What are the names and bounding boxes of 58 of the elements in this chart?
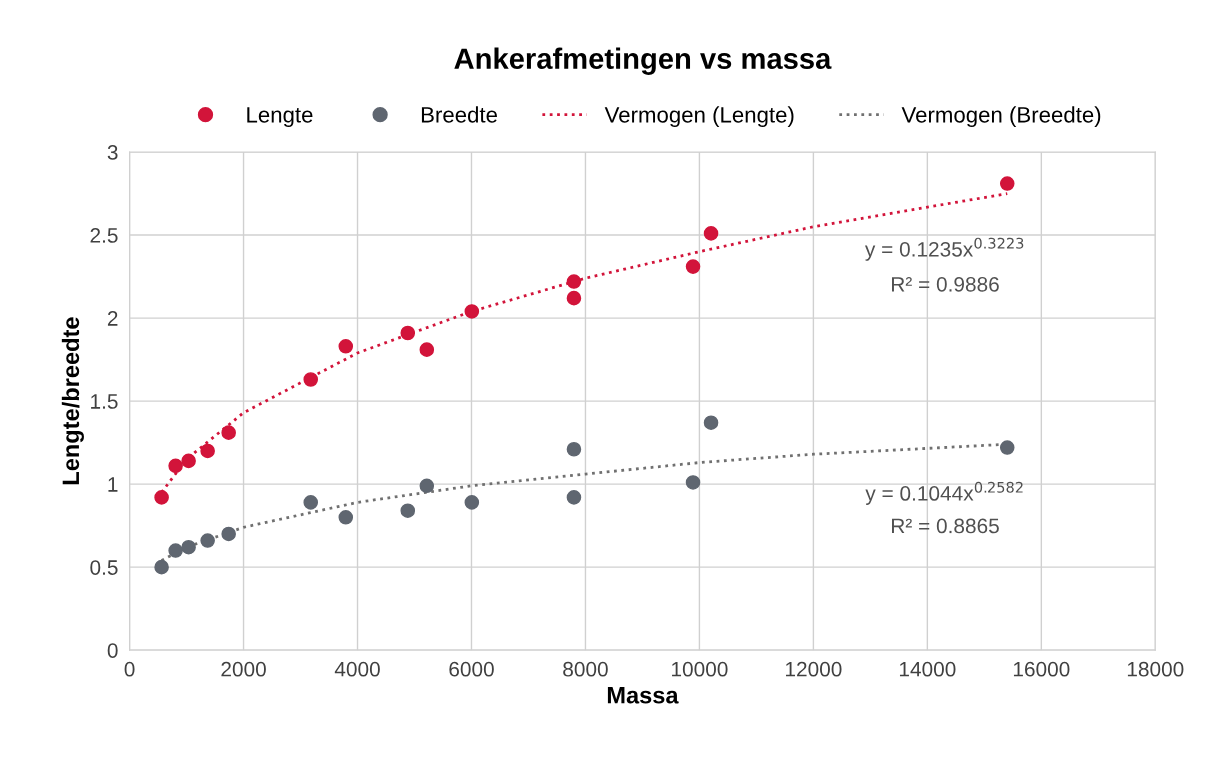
point xyxy=(154,559,169,575)
point xyxy=(338,339,354,354)
x-tick-label: 14000 xyxy=(899,661,956,677)
x-axis-title: Massa xyxy=(607,687,679,704)
point xyxy=(303,495,319,510)
y-axis-title: Lengte/breedte xyxy=(61,317,84,485)
point xyxy=(419,478,435,494)
y-tick-label: 2.5 xyxy=(90,228,118,243)
point xyxy=(419,342,435,357)
point xyxy=(685,475,701,490)
point xyxy=(200,533,215,548)
legend-label: Lengte xyxy=(247,107,313,128)
y-tick-label: 1 xyxy=(108,477,118,492)
point xyxy=(221,425,236,440)
point xyxy=(464,304,480,319)
annotation: R² = 0.9886 xyxy=(892,276,999,292)
x-tick-label: 18000 xyxy=(1127,661,1184,677)
point xyxy=(464,495,480,510)
point xyxy=(400,503,416,518)
point xyxy=(400,325,416,341)
point xyxy=(566,290,582,306)
legend-label: Vermogen (Breedte) xyxy=(901,106,1101,128)
point xyxy=(168,458,183,474)
x-tick-label: 2000 xyxy=(221,661,266,677)
point xyxy=(200,443,215,459)
x-tick-label: 10000 xyxy=(672,661,728,677)
point xyxy=(999,176,1015,191)
annotation: y = 0.1044x$^{0.2582}$ xyxy=(865,481,1023,505)
x-tick-label: 4000 xyxy=(334,661,380,677)
y-tick-label: 0 xyxy=(107,643,118,658)
point xyxy=(566,274,582,289)
x-tick-label: 16000 xyxy=(1013,661,1070,677)
legend-label: Vermogen (Lengte) xyxy=(604,106,794,128)
point xyxy=(703,415,719,430)
point xyxy=(703,226,719,241)
chart-title: Ankerafmetingen vs massa xyxy=(454,47,832,75)
x-tick-label: 6000 xyxy=(449,661,494,677)
point xyxy=(999,440,1015,455)
y-tick-label: 3 xyxy=(107,145,118,160)
y-tick-label: 2 xyxy=(107,311,118,326)
point xyxy=(566,490,582,505)
x-tick-label: 8000 xyxy=(563,661,608,677)
point xyxy=(221,526,236,542)
point xyxy=(168,543,183,558)
point xyxy=(181,539,196,555)
y-tick-label: 1.5 xyxy=(91,394,118,409)
x-tick-label: 0 xyxy=(124,661,135,677)
annotation: R² = 0.8865 xyxy=(892,518,999,534)
point xyxy=(181,453,196,469)
point xyxy=(338,510,354,525)
y-tick-label: 0.5 xyxy=(90,560,118,575)
point xyxy=(685,259,701,274)
x-tick-label: 12000 xyxy=(786,661,842,677)
annotation: y = 0.1235x$^{0.3223}$ xyxy=(864,237,1024,261)
point xyxy=(154,490,169,505)
point xyxy=(303,372,319,387)
point xyxy=(566,441,582,457)
legend-label: Breedte xyxy=(421,106,497,123)
